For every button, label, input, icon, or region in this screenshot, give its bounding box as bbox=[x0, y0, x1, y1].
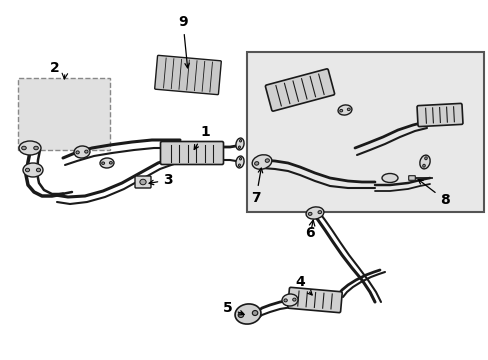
Text: 4: 4 bbox=[295, 275, 311, 295]
Ellipse shape bbox=[23, 163, 43, 177]
Text: 5: 5 bbox=[223, 301, 244, 315]
Ellipse shape bbox=[19, 141, 41, 155]
Ellipse shape bbox=[140, 179, 146, 185]
Ellipse shape bbox=[238, 312, 243, 318]
Ellipse shape bbox=[235, 304, 261, 324]
Ellipse shape bbox=[264, 159, 269, 162]
Ellipse shape bbox=[36, 168, 41, 172]
Text: 8: 8 bbox=[417, 180, 449, 207]
Bar bbox=[246, 52, 483, 212]
Ellipse shape bbox=[424, 157, 427, 160]
Bar bbox=[18, 78, 110, 150]
FancyBboxPatch shape bbox=[287, 287, 342, 312]
Ellipse shape bbox=[109, 162, 112, 164]
Ellipse shape bbox=[381, 174, 397, 183]
FancyBboxPatch shape bbox=[416, 103, 462, 127]
Ellipse shape bbox=[100, 158, 114, 168]
Ellipse shape bbox=[235, 138, 244, 150]
Ellipse shape bbox=[239, 139, 241, 142]
Ellipse shape bbox=[339, 109, 342, 112]
FancyBboxPatch shape bbox=[135, 176, 151, 188]
Text: 2: 2 bbox=[50, 61, 60, 75]
FancyBboxPatch shape bbox=[160, 141, 223, 165]
Ellipse shape bbox=[102, 162, 104, 165]
Ellipse shape bbox=[317, 211, 321, 213]
Text: 9: 9 bbox=[178, 15, 189, 68]
Ellipse shape bbox=[282, 294, 297, 306]
FancyBboxPatch shape bbox=[265, 69, 334, 111]
Ellipse shape bbox=[346, 108, 349, 111]
Ellipse shape bbox=[254, 162, 258, 165]
FancyBboxPatch shape bbox=[408, 176, 414, 180]
Text: 7: 7 bbox=[251, 168, 262, 205]
Ellipse shape bbox=[25, 168, 30, 172]
Ellipse shape bbox=[238, 164, 240, 167]
Ellipse shape bbox=[337, 105, 351, 115]
Ellipse shape bbox=[252, 311, 257, 315]
Text: 6: 6 bbox=[305, 226, 314, 240]
Ellipse shape bbox=[252, 155, 271, 169]
Ellipse shape bbox=[419, 155, 429, 169]
Ellipse shape bbox=[76, 151, 79, 154]
Ellipse shape bbox=[307, 212, 311, 215]
Text: 1: 1 bbox=[194, 125, 209, 149]
Ellipse shape bbox=[74, 146, 90, 158]
Ellipse shape bbox=[284, 299, 287, 302]
Ellipse shape bbox=[84, 150, 88, 153]
Ellipse shape bbox=[292, 298, 295, 301]
Ellipse shape bbox=[235, 156, 244, 168]
Ellipse shape bbox=[305, 207, 323, 219]
Ellipse shape bbox=[239, 157, 241, 160]
Text: 3: 3 bbox=[149, 173, 172, 187]
Ellipse shape bbox=[238, 146, 240, 149]
Ellipse shape bbox=[21, 146, 26, 150]
Ellipse shape bbox=[34, 146, 38, 150]
Ellipse shape bbox=[422, 164, 425, 167]
FancyBboxPatch shape bbox=[154, 55, 221, 95]
